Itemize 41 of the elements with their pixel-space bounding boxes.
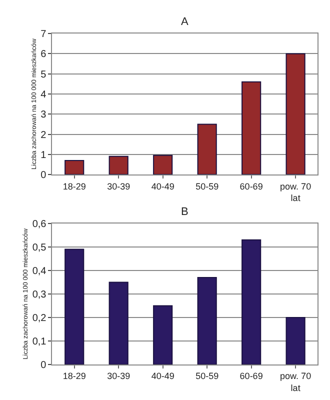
bar — [64, 160, 84, 175]
y-tick-label: 0,5 — [32, 242, 47, 254]
x-tick-label: 50-59 — [196, 371, 219, 382]
bar — [108, 282, 128, 364]
y-tick-label: 2 — [40, 130, 47, 141]
x-tick-label: 60-69 — [240, 181, 263, 192]
bar — [153, 154, 173, 175]
bar — [286, 53, 306, 175]
x-tick-label: pow. 70 lat — [280, 371, 312, 393]
x-tick-label: 50-59 — [196, 181, 219, 192]
y-tick-label: 0,6 — [32, 218, 47, 230]
y-tick-label: 0 — [40, 170, 47, 182]
x-tick-label: pow. 70 lat — [280, 181, 312, 204]
y-tick-label: 0,3 — [32, 289, 47, 300]
y-tick-label: 6 — [40, 49, 47, 60]
x-tick-label: 30-39 — [107, 181, 130, 192]
y-tick-label: 0 — [40, 360, 47, 371]
chart-title: B — [181, 206, 188, 218]
y-tick-label: 4 — [40, 89, 47, 100]
bar — [197, 124, 217, 175]
y-tick-label: 0,4 — [32, 266, 47, 277]
x-tick-label: 40-49 — [151, 181, 174, 192]
y-tick-label: 7 — [40, 29, 47, 40]
y-tick-label: 1 — [40, 150, 47, 161]
x-tick-label: 18-29 — [62, 371, 86, 382]
bar — [242, 239, 262, 364]
y-tick-label: 5 — [40, 69, 47, 80]
y-tick-label: 0,1 — [32, 336, 47, 348]
x-tick-label: 30-39 — [107, 371, 130, 382]
bar — [197, 276, 217, 364]
bar — [153, 305, 173, 364]
bar — [286, 316, 306, 364]
x-tick-label: 40-49 — [151, 371, 174, 382]
y-tick-label: 3 — [40, 110, 47, 121]
bar — [108, 156, 128, 175]
y-tick-label: 0,2 — [32, 312, 47, 324]
x-tick-label: 60-69 — [240, 371, 263, 382]
chart-title: A — [181, 16, 189, 28]
bar — [242, 81, 262, 175]
x-tick-label: 18-29 — [62, 181, 86, 192]
bar — [64, 248, 84, 364]
